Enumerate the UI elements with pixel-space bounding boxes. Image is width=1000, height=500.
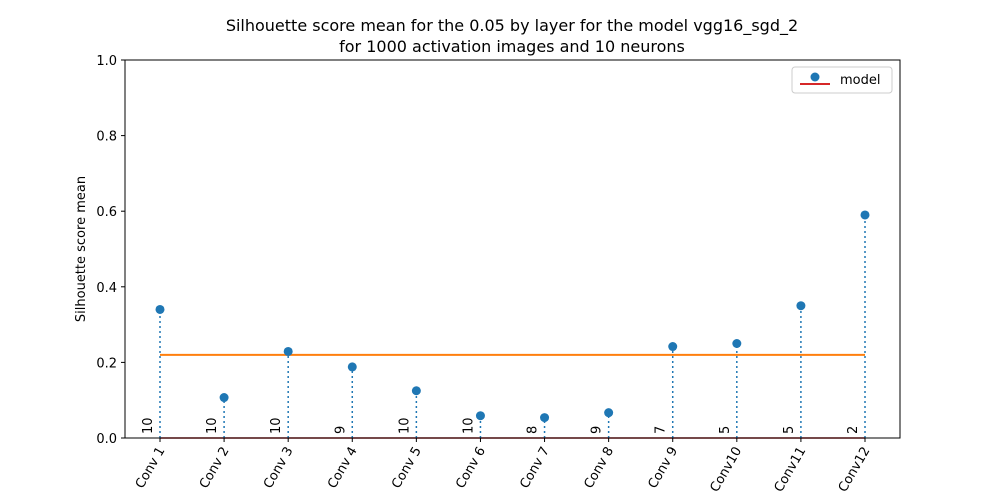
x-tick-label: Conv 7	[517, 445, 553, 492]
stem-marker	[540, 413, 550, 423]
y-tick-label: 0.6	[96, 205, 117, 220]
count-annotation: 9	[333, 426, 348, 434]
x-tick-label: Conv10	[708, 445, 746, 495]
plot-area: 0.0 0.2 0.4 0.6 0.8 1.0 10 Conv 1 10 Conv 2 10 Conv…	[96, 54, 873, 495]
count-annotation: 10	[269, 417, 284, 434]
y-tick-label: 1.0	[96, 54, 117, 69]
stem-marker	[668, 342, 678, 352]
stem-marker	[347, 362, 357, 372]
stem-marker	[860, 210, 870, 220]
count-annotation: 5	[718, 426, 733, 434]
x-tick-label: Conv 1	[133, 445, 169, 492]
stem-marker	[411, 386, 421, 396]
plot-frame	[124, 59, 901, 439]
stem-marker	[604, 408, 614, 418]
count-annotation: 10	[205, 417, 220, 434]
y-tick-label: 0.2	[96, 356, 117, 371]
chart-title-line2: for 1000 activation images and 10 neuron…	[339, 37, 685, 56]
count-annotation: 2	[846, 426, 861, 434]
count-annotation: 5	[782, 426, 797, 434]
count-annotation: 9	[590, 426, 605, 434]
stem-marker	[796, 301, 806, 311]
count-annotation: 8	[526, 426, 541, 434]
x-tick-label: Conv 2	[197, 445, 233, 492]
legend-label: model	[840, 73, 880, 88]
count-annotation: 7	[654, 426, 669, 434]
y-tick-label: 0.8	[96, 130, 117, 145]
stem-marker	[732, 339, 742, 348]
x-tick-label: Conv12	[836, 445, 874, 495]
y-tick-label: 0.4	[96, 281, 117, 296]
stem-marker	[155, 304, 165, 314]
count-annotation: 10	[461, 417, 476, 434]
stem-marker	[475, 411, 485, 421]
x-tick-label: Conv11	[772, 445, 810, 495]
legend: model	[791, 66, 893, 94]
stem-marker	[283, 346, 293, 356]
legend-marker	[810, 72, 820, 82]
chart-title-line1: Silhouette score mean for the 0.05 by la…	[226, 16, 798, 36]
x-tick-label: Conv 5	[389, 445, 425, 492]
x-tick-label: Conv 4	[325, 445, 361, 492]
x-tick-label: Conv 8	[581, 445, 617, 492]
x-tick-label: Conv 9	[646, 445, 682, 492]
y-axis-label: Silhouette score mean	[74, 176, 89, 322]
count-annotation: 10	[397, 417, 412, 434]
x-tick-label: Conv 3	[261, 445, 297, 492]
x-tick-label: Conv 6	[453, 445, 489, 492]
count-annotation: 10	[141, 417, 156, 434]
y-tick-label: 0.0	[96, 432, 117, 447]
stem-marker	[219, 393, 229, 403]
